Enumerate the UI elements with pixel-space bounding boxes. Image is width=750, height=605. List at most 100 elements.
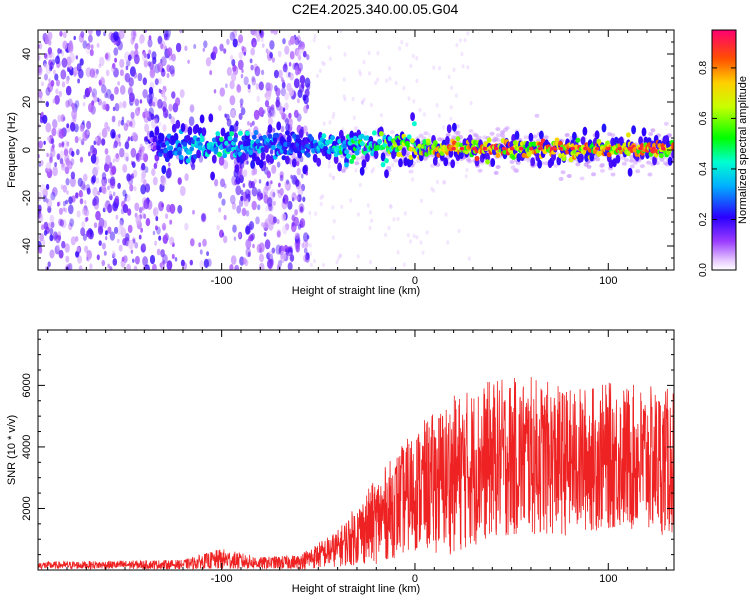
spectrogram-noise-cell (115, 214, 119, 220)
spectrogram-noise-cell (266, 252, 271, 260)
spectrogram-noise-cell (273, 69, 279, 79)
spectrogram-noise-cell (166, 260, 173, 270)
spectrogram-noise-cell (163, 30, 169, 38)
spectrogram-noise-cell (405, 42, 409, 47)
spectrogram-noise-cell (112, 191, 116, 197)
spectrogram-noise-cell (143, 136, 147, 142)
spectrogram-noise-cell (232, 64, 237, 72)
spectrogram-noise-cell (268, 106, 275, 117)
spectrogram-noise-cell (84, 217, 88, 223)
spectrogram-noise-cell (285, 223, 290, 231)
spectrogram-noise-cell (252, 243, 255, 249)
spectrogram-noise-cell (179, 89, 185, 98)
spectrogram-noise-cell (47, 205, 52, 214)
spectrogram-ridge-cell (667, 156, 673, 166)
spectrogram-ridge-cell (572, 131, 577, 141)
spectrogram-noise-cell (663, 121, 669, 126)
spectrogram-noise-cell (119, 58, 125, 68)
spectrogram-noise-cell (267, 258, 273, 269)
spectrogram-noise-cell (477, 168, 483, 173)
spectrogram-noise-cell (438, 66, 441, 71)
spectrogram-noise-cell (108, 190, 112, 197)
spectrogram-noise-cell (233, 236, 237, 241)
spectrogram-noise-cell (152, 263, 157, 270)
spectrogram-noise-cell (314, 211, 318, 216)
spectrogram-noise-cell (203, 40, 208, 49)
spectrogram-noise-cell (255, 216, 260, 225)
spectrogram-ridge-cell (631, 125, 636, 135)
spectrogram-ridge-cell (189, 146, 195, 152)
spectrogram-noise-cell (147, 38, 153, 48)
spectrogram-noise-cell (130, 30, 137, 40)
spectrogram-noise-cell (52, 143, 55, 149)
spectrogram-noise-cell (455, 43, 459, 48)
spectrogram-y-tick-label: 0 (21, 147, 33, 153)
snr-y-tick-label: 6000 (21, 373, 33, 397)
spectrogram-noise-cell (78, 33, 85, 43)
spectrogram-y-tick-label: 20 (21, 96, 33, 108)
spectrogram-noise-cell (119, 69, 124, 77)
spectrogram-noise-cell (187, 59, 190, 64)
spectrogram-noise-cell (379, 113, 383, 118)
spectrogram-noise-cell (91, 91, 96, 98)
spectrogram-noise-cell (306, 83, 311, 91)
spectrogram-noise-cell (97, 190, 101, 196)
spectrogram-noise-cell (560, 170, 566, 175)
spectrogram-noise-cell (156, 226, 161, 235)
spectrogram-noise-cell (432, 65, 436, 70)
spectrogram-noise-cell (168, 103, 173, 112)
spectrogram-noise-cell (62, 184, 67, 193)
spectrogram-noise-cell (282, 225, 288, 235)
spectrogram-noise-cell (67, 66, 70, 73)
spectrogram-ridge-cell (258, 159, 264, 169)
spectrogram-noise-cell (167, 162, 171, 167)
spectrogram-noise-cell (47, 47, 53, 55)
spectrogram-ridge-cell (321, 133, 327, 139)
spectrogram-noise-cell (128, 176, 134, 186)
spectrogram-noise-cell (152, 101, 156, 107)
spectrogram-noise-cell (370, 169, 374, 174)
spectrogram-noise-cell (112, 158, 116, 163)
spectrogram-noise-cell (349, 198, 353, 203)
spectrogram-noise-cell (171, 53, 176, 62)
spectrogram-noise-cell (154, 240, 158, 246)
spectrogram-noise-cell (160, 56, 167, 67)
spectrogram-noise-cell (46, 152, 49, 158)
spectrogram-noise-cell (51, 58, 56, 66)
spectrogram-ridge-cell (351, 154, 356, 160)
spectrogram-noise-cell (362, 60, 366, 65)
spectrogram-noise-cell (203, 258, 209, 268)
spectrogram-ridge-cell (173, 132, 179, 142)
spectrogram-noise-cell (89, 263, 93, 270)
spectrogram-noise-cell (300, 46, 305, 54)
spectrogram-noise-cell (167, 47, 173, 57)
spectrogram-noise-cell (137, 149, 142, 158)
spectrogram-ridge-cell (187, 126, 193, 136)
spectrogram-ridge-cell (554, 137, 560, 143)
spectrogram-noise-cell (279, 174, 284, 182)
spectrogram-noise-cell (148, 35, 152, 41)
spectrogram-noise-cell (302, 196, 306, 203)
spectrogram-ridge-cell (606, 151, 612, 158)
spectrogram-ridge-cell (352, 135, 358, 141)
spectrogram-noise-cell (328, 120, 332, 125)
spectrogram-noise-cell (368, 225, 372, 231)
spectrogram-noise-cell (52, 231, 58, 240)
spectrogram-panel: -100 0 100 -40 -20 0 20 40 Height of straight l… (6, 29, 675, 297)
spectrogram-noise-cell (130, 147, 137, 158)
spectrogram-noise-cell (49, 227, 54, 235)
spectrogram-noise-cell (124, 152, 129, 162)
spectrogram-noise-cell (45, 87, 51, 96)
spectrogram-ridge-cell (295, 134, 301, 140)
spectrogram-noise-cell (284, 118, 289, 125)
spectrogram-noise-cell (133, 71, 138, 79)
spectrogram-noise-cell (291, 192, 297, 201)
spectrogram-noise-cell (162, 108, 169, 119)
spectrogram-noise-cell (270, 30, 274, 34)
spectrogram-ridge-cell (293, 148, 299, 154)
spectrogram-noise-cell (276, 218, 280, 225)
spectrogram-noise-cell (266, 170, 271, 179)
spectrogram-noise-cell (89, 145, 95, 154)
spectrogram-noise-cell (242, 257, 247, 265)
spectrogram-noise-cell (52, 119, 58, 129)
